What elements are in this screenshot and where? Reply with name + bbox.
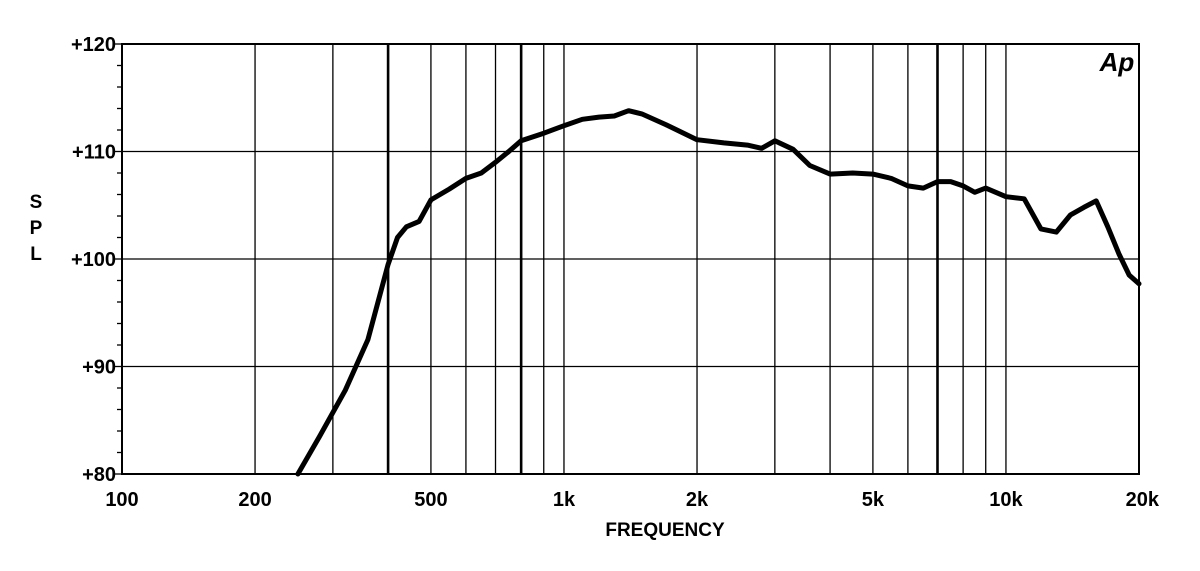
y-tick-label-110: +110: [72, 142, 116, 164]
x-tick-label-100: 100: [105, 489, 138, 511]
x-tick-label-20000: 20k: [1126, 489, 1160, 511]
y-minor-ticks: [114, 43, 122, 475]
x-axis-title: FREQUENCY: [605, 520, 725, 541]
x-tick-labels: 100 200 500 1k 2k 5k 10k 20k: [105, 489, 1160, 511]
y-tick-label-90: +90: [82, 357, 116, 379]
horizontal-gridlines: [122, 150, 1139, 368]
y-axis-title-letter: L: [30, 244, 42, 265]
spl-response-curve: [295, 108, 1142, 477]
y-tick-label-120: +120: [71, 34, 116, 56]
y-tick-label-80: +80: [82, 464, 116, 486]
y-tick-label-100: +100: [71, 249, 116, 271]
x-tick-label-200: 200: [238, 489, 271, 511]
y-axis-title-letter: S: [30, 192, 43, 213]
y-axis-title: SPL: [30, 192, 43, 265]
x-tick-label-2000: 2k: [686, 489, 709, 511]
y-tick-labels: +80 +90 +100 +110 +120: [71, 34, 116, 486]
x-tick-label-500: 500: [414, 489, 447, 511]
ap-logo: Ap: [1099, 47, 1135, 77]
x-tick-label-10000: 10k: [989, 489, 1023, 511]
x-tick-label-1000: 1k: [553, 489, 576, 511]
y-axis-title-letter: P: [30, 218, 43, 239]
x-tick-label-5000: 5k: [862, 489, 885, 511]
